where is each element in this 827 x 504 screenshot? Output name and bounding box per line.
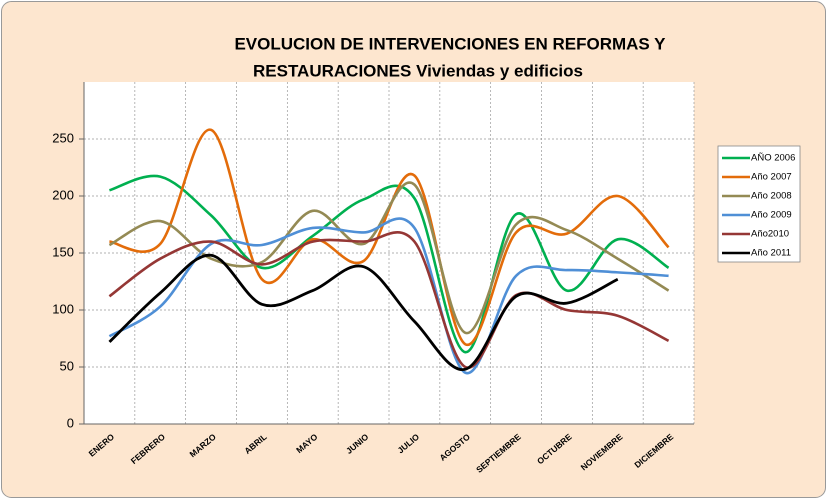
series-line bbox=[108, 231, 670, 369]
y-tick-label: 200 bbox=[52, 187, 74, 202]
legend-label: Año2010 bbox=[751, 229, 789, 240]
chart-title: RESTAURACIONES Viviendas y edificios bbox=[253, 61, 583, 80]
legend-label: Año 2009 bbox=[751, 210, 792, 221]
legend-label: AÑO 2006 bbox=[751, 153, 795, 164]
series-line bbox=[108, 253, 619, 371]
chart-title: EVOLUCION DE INTERVENCIONES EN REFORMAS … bbox=[234, 34, 666, 53]
series-line bbox=[109, 128, 670, 346]
y-tick-label: 50 bbox=[60, 358, 74, 373]
legend-label: Año 2007 bbox=[751, 172, 792, 183]
legend-box bbox=[717, 145, 801, 263]
y-tick-label: 100 bbox=[52, 301, 74, 316]
y-tick-label: 150 bbox=[52, 244, 74, 259]
y-tick-label: 0 bbox=[67, 415, 74, 430]
series-line bbox=[108, 181, 670, 335]
y-tick-label: 250 bbox=[52, 130, 74, 145]
series-line bbox=[108, 217, 669, 375]
legend-label: Año 2008 bbox=[751, 191, 792, 202]
series-line bbox=[109, 174, 670, 354]
legend-label: Año 2011 bbox=[751, 248, 791, 259]
